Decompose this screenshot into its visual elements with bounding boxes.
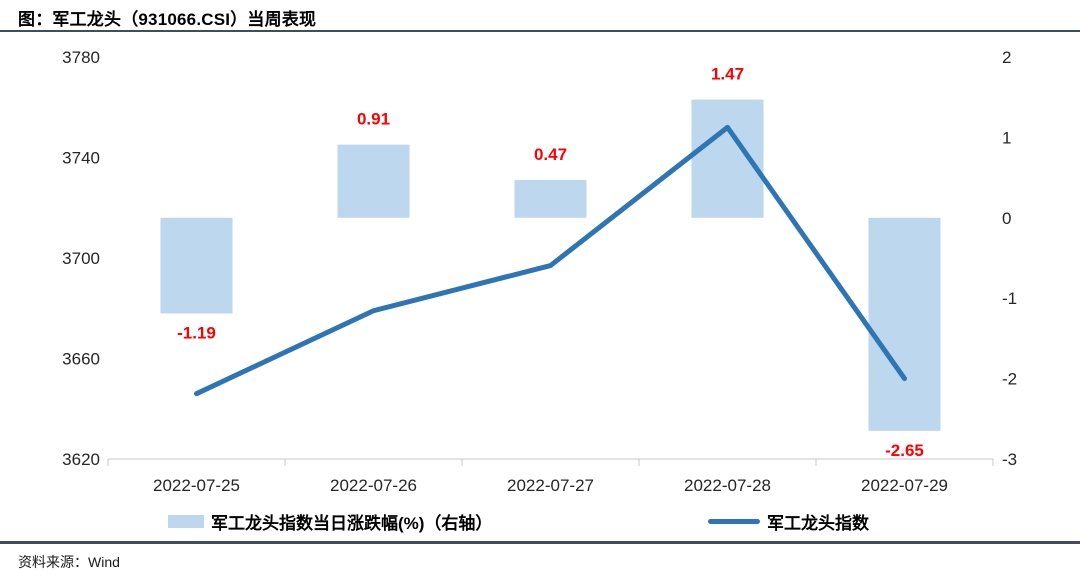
x-axis-label: 2022-07-25 <box>153 476 240 495</box>
bottom-divider <box>0 541 1080 544</box>
left-axis-label: 3620 <box>62 450 100 469</box>
bar-2022-07-29 <box>868 217 941 431</box>
bar-series-swatch <box>168 514 204 528</box>
index-line <box>194 124 907 397</box>
legend-label-bar-series: 军工龙头指数当日涨跌幅(%)（右轴） <box>211 513 493 533</box>
legend-label-line-series: 军工龙头指数 <box>767 513 869 533</box>
bar-2022-07-26 <box>337 144 410 218</box>
left-axis-label: 3780 <box>62 48 100 67</box>
line-series-swatch <box>708 518 760 524</box>
right-axis-label: 2 <box>1002 48 1011 67</box>
left-axis-label: 3740 <box>62 149 100 168</box>
x-axis-label: 2022-07-26 <box>330 476 417 495</box>
left-axis-label: 3700 <box>62 249 100 268</box>
bar-value-label: 0.91 <box>357 110 390 129</box>
bar-2022-07-25 <box>160 217 233 314</box>
bar-value-label: -1.19 <box>177 323 216 342</box>
right-axis-label: 0 <box>1002 209 1011 228</box>
top-divider <box>0 30 1080 32</box>
bar-value-label: -2.65 <box>885 441 924 460</box>
combo-chart-plot: -1.19 0.91 0.47 1.47 -2.65 3780 3740 3700 3660 36… <box>62 48 1017 495</box>
x-axis-label: 2022-07-28 <box>684 476 771 495</box>
bar-value-label: 0.47 <box>534 145 567 164</box>
source-note: 资料来源：Wind <box>18 554 120 570</box>
legend-item-bar-series: 军工龙头指数当日涨跌幅(%)（右轴） <box>168 509 492 533</box>
right-axis-label: -3 <box>1002 450 1017 469</box>
left-axis-label: 3660 <box>62 350 100 369</box>
chart-title: 图：军工龙头（931066.CSI）当周表现 <box>18 10 317 29</box>
right-axis-label: -1 <box>1002 289 1017 308</box>
right-axis-label: 1 <box>1002 128 1011 147</box>
right-axis-label: -2 <box>1002 370 1017 389</box>
bar-2022-07-28 <box>691 99 764 218</box>
bar-value-label: 1.47 <box>711 65 744 84</box>
x-axis-label: 2022-07-29 <box>861 476 948 495</box>
x-axis-label: 2022-07-27 <box>507 476 594 495</box>
legend-item-line-series: 军工龙头指数 <box>708 509 869 533</box>
bar-2022-07-27 <box>514 180 587 218</box>
